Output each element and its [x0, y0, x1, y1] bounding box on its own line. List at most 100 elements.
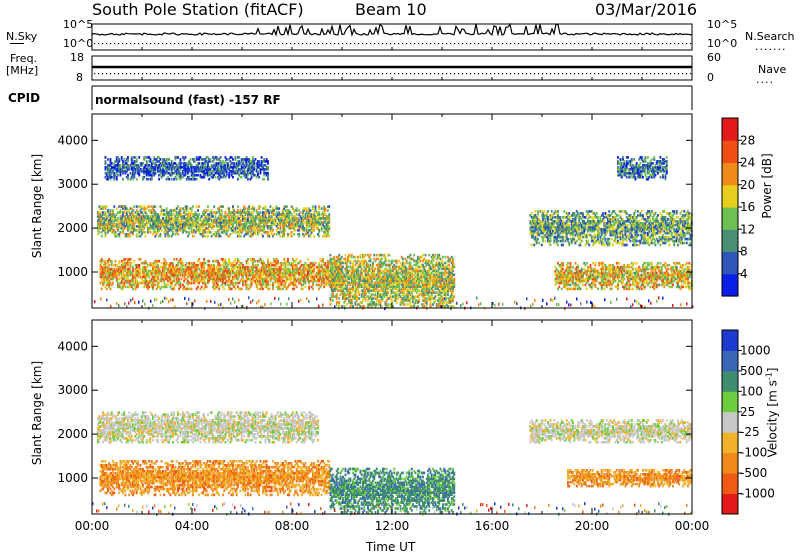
range-cell	[308, 287, 311, 291]
range-cell	[222, 279, 224, 283]
scatter-cell	[410, 297, 412, 301]
range-cell	[189, 269, 192, 273]
range-cell	[120, 281, 123, 285]
range-cell	[284, 209, 287, 212]
scatter-cell	[316, 297, 318, 301]
range-cell	[322, 258, 324, 261]
range-cell	[229, 211, 232, 214]
range-cell	[244, 219, 247, 222]
range-cell	[110, 275, 113, 279]
range-cell	[112, 213, 114, 216]
range-cell	[217, 279, 219, 283]
range-cell	[175, 213, 178, 216]
range-cell	[183, 285, 186, 289]
range-cell	[379, 299, 382, 302]
range-cell	[132, 221, 134, 224]
range-cell	[364, 279, 367, 283]
range-cell	[237, 162, 239, 165]
range-cell	[325, 227, 328, 230]
range-cell	[207, 279, 209, 283]
range-cell	[237, 285, 239, 289]
range-cell	[207, 213, 209, 216]
range-cell	[237, 259, 239, 263]
range-cell	[204, 158, 207, 161]
range-cell	[138, 170, 141, 173]
range-cell	[263, 221, 266, 224]
range-cell	[352, 283, 354, 286]
range-cell	[352, 287, 354, 290]
range-cell	[318, 221, 321, 224]
scatter-cell	[662, 296, 664, 300]
range-cell	[337, 289, 339, 292]
range-cell	[222, 273, 224, 277]
range-cell	[362, 283, 364, 286]
range-cell	[270, 271, 273, 275]
range-cell	[340, 273, 343, 277]
range-cell	[152, 168, 154, 171]
range-cell	[183, 168, 186, 171]
range-cell	[104, 213, 107, 216]
range-cell	[293, 275, 296, 279]
range-cell	[124, 171, 127, 175]
range-cell	[139, 219, 142, 222]
range-cell	[242, 217, 244, 220]
range-cell	[349, 265, 352, 269]
range-cell	[170, 162, 173, 165]
range-cell	[132, 273, 134, 277]
range-cell	[239, 171, 242, 175]
range-cell	[338, 301, 341, 304]
range-cell	[262, 259, 264, 263]
range-cell	[245, 271, 248, 275]
range-cell	[378, 253, 381, 257]
range-cell	[144, 164, 147, 167]
range-cell	[318, 205, 321, 208]
range-cell	[273, 277, 276, 281]
range-cell	[317, 232, 319, 236]
range-cell	[110, 162, 113, 165]
range-cell	[219, 160, 222, 163]
range-cell	[274, 281, 277, 285]
range-cell	[343, 275, 346, 279]
range-cell	[130, 227, 133, 230]
range-cell	[197, 162, 199, 165]
range-cell	[239, 225, 242, 228]
range-cell	[218, 170, 221, 173]
range-cell	[227, 166, 229, 169]
range-cell	[217, 171, 219, 175]
range-cell	[267, 269, 269, 273]
range-cell	[298, 213, 301, 216]
range-cell	[313, 211, 316, 214]
range-cell	[315, 283, 318, 287]
range-cell	[268, 215, 271, 218]
range-cell	[149, 281, 152, 285]
range-cell	[240, 277, 243, 281]
range-cell	[258, 259, 261, 263]
range-cell	[143, 175, 146, 179]
range-cell	[320, 279, 323, 283]
range-cell	[104, 211, 107, 214]
range-cell	[169, 227, 172, 230]
range-cell	[160, 171, 163, 175]
range-cell	[357, 285, 359, 288]
range-cell	[368, 297, 371, 300]
range-cell	[142, 271, 144, 275]
range-cell	[255, 166, 258, 169]
range-cell	[127, 279, 129, 283]
range-cell	[263, 170, 266, 173]
range-cell	[163, 231, 166, 234]
range-cell	[214, 164, 217, 167]
range-cell	[295, 217, 298, 220]
range-cell	[145, 221, 148, 224]
range-cell	[223, 261, 226, 265]
range-cell	[277, 231, 279, 234]
range-cell	[165, 217, 168, 220]
range-cell	[177, 171, 179, 175]
range-cell	[300, 221, 303, 224]
range-cell	[205, 156, 208, 159]
range-cell	[219, 171, 222, 175]
range-cell	[128, 267, 131, 271]
range-cell	[302, 232, 304, 236]
range-cell	[193, 269, 196, 273]
range-cell	[103, 271, 106, 275]
range-cell	[304, 285, 307, 289]
